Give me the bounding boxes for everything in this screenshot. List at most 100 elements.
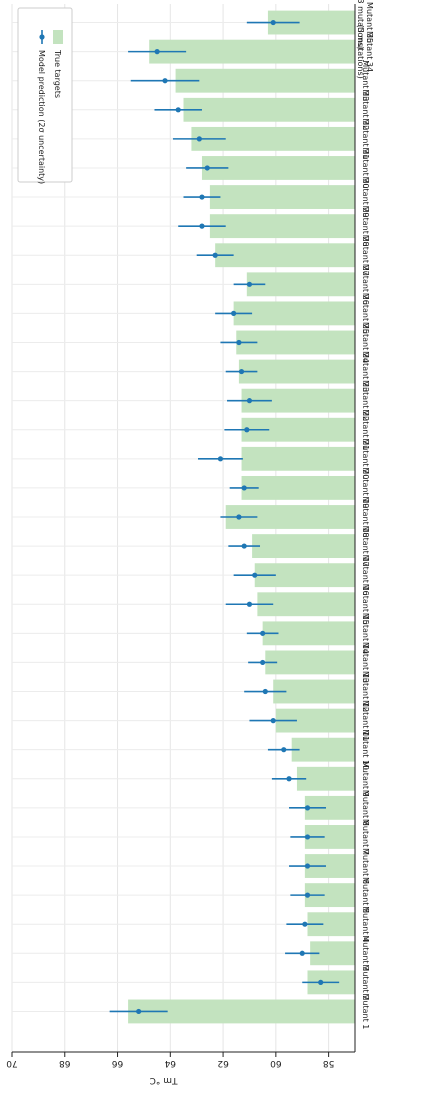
bar-34	[149, 39, 355, 64]
prediction-point-26	[246, 281, 253, 287]
bar-5	[304, 883, 355, 908]
prediction-27	[196, 252, 234, 258]
category-label-13: Mutant 13	[361, 642, 370, 683]
prediction-point-35	[270, 19, 276, 26]
prediction-25	[215, 310, 253, 316]
tick-label-68: 68	[59, 1058, 71, 1068]
bar-6	[304, 854, 355, 878]
prediction-5	[290, 892, 325, 898]
bar-20	[241, 446, 355, 471]
bar-10	[291, 737, 355, 762]
tick-label-70: 70	[6, 1058, 18, 1068]
category-label-21: Mutant 21	[361, 409, 370, 450]
prediction-28	[178, 223, 226, 229]
prediction-point-33	[162, 78, 168, 84]
prediction-point-25	[231, 310, 237, 316]
category-label-1: Mutant 1	[361, 994, 370, 1030]
prediction-23	[225, 368, 258, 375]
category-label-24: Mutant 24	[361, 322, 370, 363]
prediction-point-32	[175, 107, 181, 113]
prediction-point-20	[217, 456, 224, 462]
prediction-13	[248, 659, 278, 666]
prediction-16	[233, 572, 276, 578]
bar-8	[304, 795, 355, 820]
prediction-20	[198, 456, 243, 462]
prediction-point-10	[281, 747, 287, 753]
bar-17	[252, 534, 355, 559]
category-label-23: Mutant 23	[361, 351, 370, 392]
category-label-32: Mutant 32	[361, 89, 370, 130]
prediction-22	[227, 398, 272, 404]
category-label-35: Mutant 35(3 mutations)	[356, 0, 374, 50]
prediction-12	[244, 688, 287, 695]
prediction-point-21	[244, 427, 250, 433]
category-label-4: Mutant 4	[361, 906, 370, 942]
bar-12	[273, 679, 355, 704]
prediction-point-19	[241, 485, 247, 491]
legend-box	[17, 7, 73, 183]
prediction-point-12	[262, 688, 268, 695]
category-label-29: Mutant 29	[361, 177, 370, 218]
prediction-2	[302, 979, 340, 985]
prediction-point-28	[199, 223, 205, 229]
prediction-24	[220, 339, 258, 346]
bar-29	[209, 185, 355, 209]
tick-label-62: 62	[217, 1058, 228, 1068]
category-label-19: Mutant 19	[361, 467, 370, 508]
category-label-10: Mutant 10	[361, 729, 370, 770]
prediction-33	[130, 78, 200, 84]
category-label-5: Mutant 5	[361, 877, 370, 913]
bar-32	[183, 97, 355, 122]
prediction-18	[220, 514, 258, 520]
prediction-point-27	[212, 252, 218, 258]
category-label-20: Mutant 20	[361, 438, 370, 479]
category-label-14: Mutant 14	[361, 613, 370, 654]
bar-24	[236, 330, 355, 355]
bar-26	[246, 272, 355, 297]
bar-21	[241, 417, 355, 442]
prediction-point-8	[304, 805, 311, 811]
prediction-4	[286, 921, 324, 927]
prediction-point-16	[252, 572, 258, 578]
prediction-point-24	[236, 339, 242, 346]
category-label-27: Mutant 27	[361, 235, 370, 276]
prediction-3	[285, 950, 320, 956]
prediction-point-5	[304, 892, 311, 898]
prediction-6	[289, 863, 326, 869]
category-label-12: Mutant 12	[361, 671, 370, 712]
prediction-10	[267, 747, 300, 753]
category-label-7: Mutant 7	[361, 819, 370, 855]
bar-33	[175, 68, 355, 93]
prediction-point-17	[241, 543, 247, 549]
bar-35	[267, 10, 355, 35]
category-label-16: Mutant 16	[361, 555, 370, 596]
tick-label-64: 64	[164, 1058, 176, 1068]
prediction-point-9	[286, 776, 292, 782]
prediction-point-29	[199, 194, 205, 200]
prediction-32	[154, 107, 202, 113]
category-label-9: Mutant 9	[361, 761, 370, 797]
tick-label-66: 66	[112, 1058, 124, 1068]
bar-25	[233, 301, 355, 326]
bar-11	[275, 708, 355, 733]
prediction-point-6	[304, 863, 311, 869]
legend-label-2: Model prediction (2σ uncertainty)	[37, 50, 46, 184]
bar-19	[241, 475, 355, 500]
prediction-15	[225, 601, 274, 607]
prediction-17	[228, 543, 261, 549]
bar-1	[128, 999, 355, 1024]
prediction-point-3	[299, 950, 305, 956]
prediction-point-7	[304, 834, 311, 840]
prediction-9	[271, 776, 307, 782]
prediction-point-14	[260, 630, 266, 636]
category-label-line: (3 mutations)	[356, 0, 365, 50]
category-label-30: Mutant 30	[361, 147, 370, 188]
bar-16	[254, 563, 355, 588]
bar-13	[265, 650, 355, 675]
category-label-line: (3 mutations)	[356, 24, 365, 78]
grid-layer	[11, 4, 355, 1052]
